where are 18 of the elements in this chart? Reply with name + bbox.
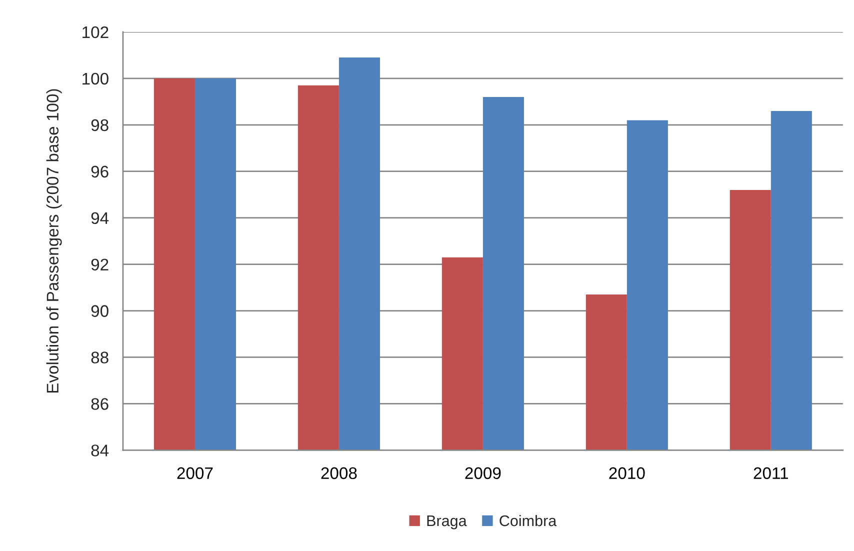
x-tick-label: 2008 — [321, 467, 357, 480]
x-tick-label: 2010 — [609, 467, 645, 480]
x-tick-label: 2009 — [465, 467, 501, 480]
x-tick-label: 2007 — [177, 467, 213, 480]
y-tick-label: 94 — [91, 212, 109, 224]
legend-label: Coimbra — [500, 514, 557, 526]
y-axis-title: Evolution of Passengers (2007 base 100) — [46, 89, 62, 393]
x-tick-label: 2011 — [754, 467, 788, 480]
y-tick-label: 96 — [91, 166, 108, 178]
legend-label: Braga — [427, 516, 467, 530]
y-tick-label: 88 — [91, 352, 108, 364]
y-tick-label: 102 — [82, 26, 108, 38]
y-tick-label: 86 — [91, 398, 108, 410]
y-tick-label: 92 — [91, 258, 108, 270]
y-tick-label: 98 — [91, 119, 108, 132]
y-tick-label: 90 — [91, 305, 108, 317]
y-tick-label: 84 — [91, 444, 109, 456]
y-tick-label: 100 — [82, 72, 108, 85]
